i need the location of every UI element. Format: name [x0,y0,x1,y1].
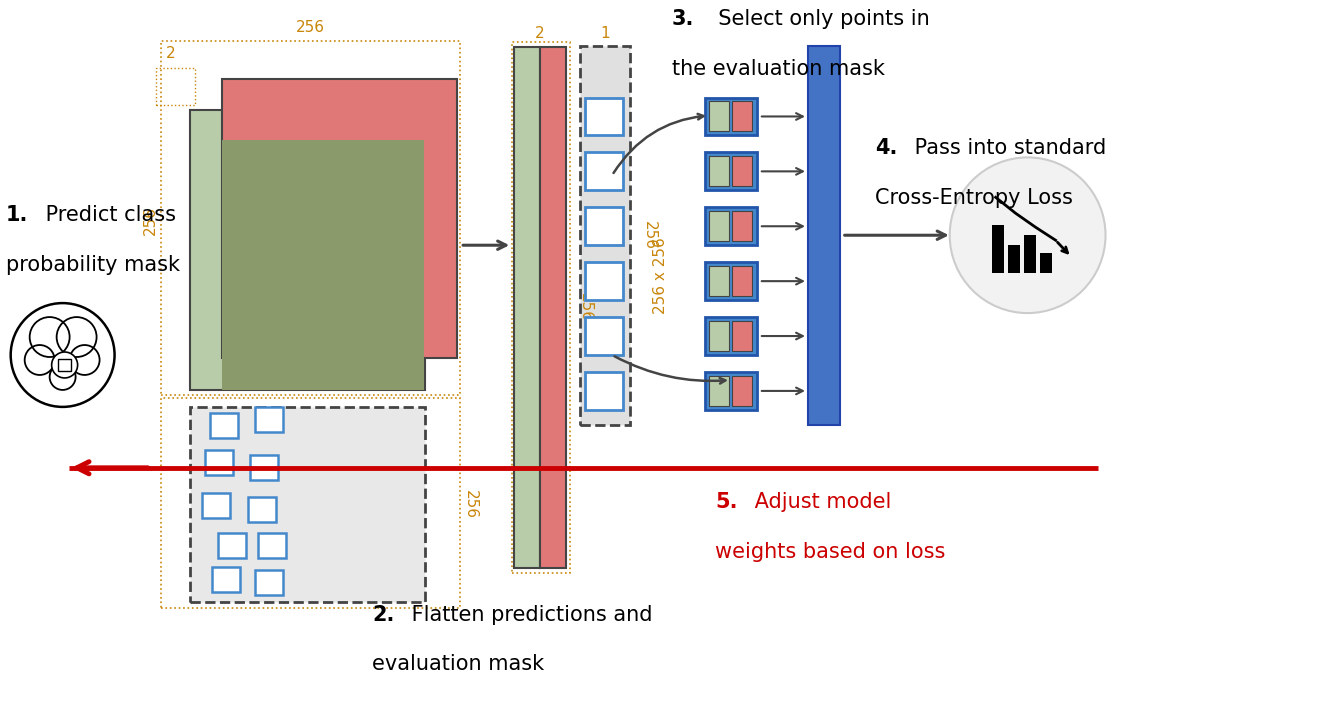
Text: 256: 256 [143,206,157,235]
Bar [248,497,276,522]
Bar [705,207,757,245]
Bar [1024,235,1036,273]
Bar [1008,245,1020,273]
Bar [1040,253,1052,273]
Bar [732,266,752,296]
Text: the evaluation mask: the evaluation mask [672,59,885,79]
Bar [705,372,757,410]
Bar [585,207,624,245]
Text: 256: 256 [296,377,325,392]
Bar [732,212,752,241]
Bar [58,359,71,371]
Bar [709,102,729,131]
Bar [255,569,284,594]
Text: Pass into standard: Pass into standard [908,138,1106,158]
Bar [161,40,460,395]
Text: Select only points in: Select only points in [705,9,930,28]
Bar [222,79,457,358]
Text: 256: 256 [296,20,325,35]
Text: 256 x 256: 256 x 256 [653,236,668,314]
Circle shape [11,303,115,407]
Text: 3.: 3. [672,9,695,28]
Bar [213,567,240,591]
Bar [210,413,239,438]
Bar [513,42,571,572]
Text: 1: 1 [600,26,610,40]
Bar [709,266,729,296]
Text: Adjust model: Adjust model [748,492,892,512]
Bar [732,376,752,406]
Bar [709,376,729,406]
Text: 256: 256 [642,221,657,250]
Text: 2.: 2. [373,604,395,625]
Bar [190,407,425,601]
Bar [161,398,460,608]
Text: 256: 256 [464,490,478,519]
Bar [585,153,624,190]
Text: 2: 2 [535,26,546,40]
Bar [732,321,752,351]
Bar [709,156,729,186]
Text: 2: 2 [165,45,176,60]
Bar [202,493,230,518]
Text: 4.: 4. [875,138,897,158]
Bar [218,532,247,557]
Bar [705,97,757,136]
Bar [585,372,624,410]
Text: weights based on loss: weights based on loss [715,542,946,562]
Text: 256: 256 [579,293,593,322]
Bar [585,97,624,136]
Bar [992,225,1004,273]
Bar [585,262,624,300]
Bar [705,153,757,190]
Bar [259,532,287,557]
Bar [732,156,752,186]
Bar [709,321,729,351]
Bar [222,141,424,390]
Text: 5.: 5. [715,492,737,512]
Bar [705,317,757,355]
Bar [156,67,196,106]
Bar [705,262,757,300]
Text: probability mask: probability mask [5,255,180,275]
Bar [540,47,567,567]
Text: Predict class: Predict class [38,205,176,225]
Bar [251,455,279,480]
Bar [808,45,840,425]
Bar [206,450,234,475]
Bar [585,317,624,355]
Bar [255,407,284,432]
Text: Cross-Entropy Loss: Cross-Entropy Loss [875,188,1073,208]
Circle shape [52,352,78,378]
Bar [732,102,752,131]
Text: 1.: 1. [5,205,28,225]
Bar [514,47,540,567]
Bar [580,45,630,425]
Bar [190,111,425,390]
Circle shape [950,158,1106,313]
Text: evaluation mask: evaluation mask [373,655,544,674]
Bar [709,212,729,241]
Text: Flatten predictions and: Flatten predictions and [406,604,653,625]
